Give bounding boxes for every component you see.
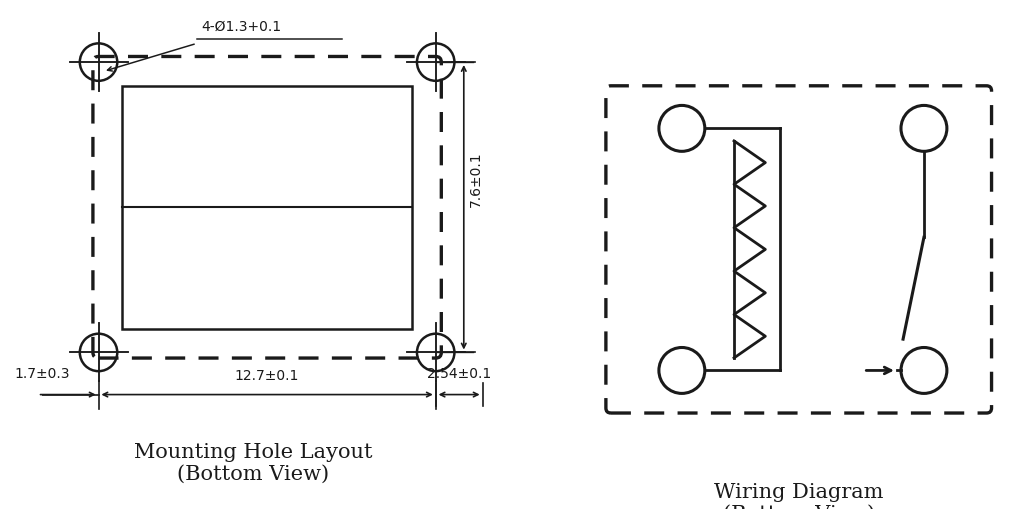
Text: 7.6±0.1: 7.6±0.1	[469, 152, 482, 207]
Text: 12.7±0.1: 12.7±0.1	[234, 369, 299, 383]
Text: 1.7±0.3: 1.7±0.3	[14, 366, 70, 381]
Text: Mounting Hole Layout
(Bottom View): Mounting Hole Layout (Bottom View)	[134, 442, 373, 484]
Text: 4-Ø1.3+0.1: 4-Ø1.3+0.1	[202, 20, 282, 34]
Bar	[122, 86, 413, 329]
Text: Wiring Diagram
(Bottom View): Wiring Diagram (Bottom View)	[714, 483, 884, 509]
Text: 2.54±0.1: 2.54±0.1	[427, 366, 492, 381]
